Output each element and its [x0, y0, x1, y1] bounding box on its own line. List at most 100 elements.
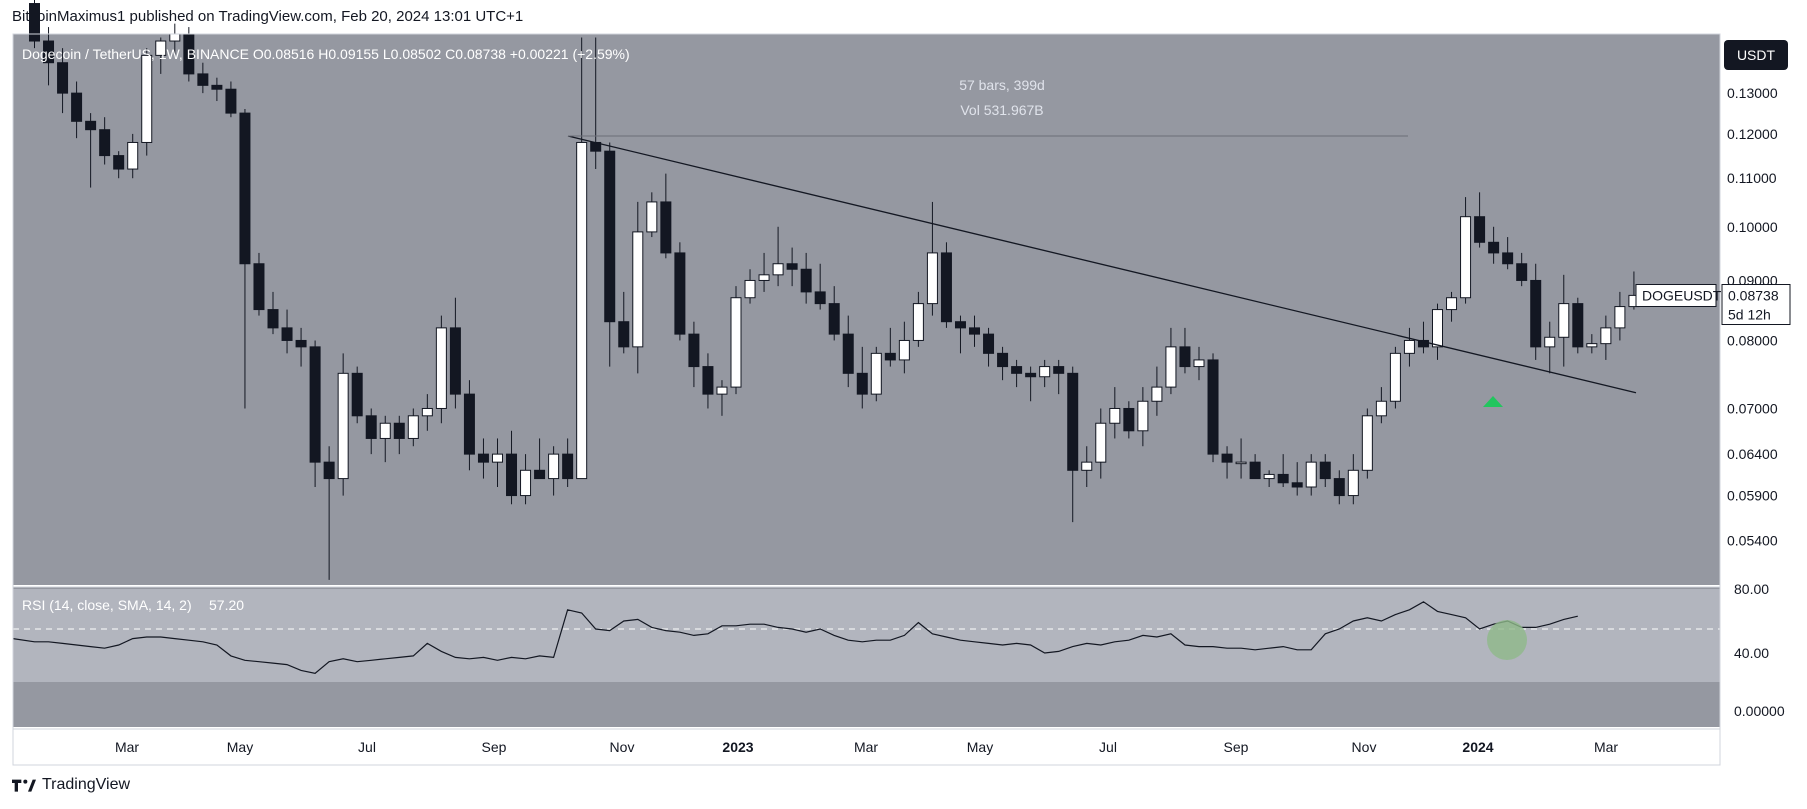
price-tick-0: 0.13000	[1727, 85, 1778, 101]
candle-body-50	[730, 297, 742, 388]
candle-body-112	[1600, 327, 1612, 345]
candle-44	[646, 192, 658, 238]
candle-109	[1558, 274, 1570, 367]
candle-90	[1291, 462, 1303, 496]
candle-82	[1179, 327, 1191, 374]
candle-body-10	[169, 33, 181, 42]
candle-body-33	[491, 453, 503, 463]
candle-body-93	[1333, 478, 1345, 497]
candle-body-88	[1263, 473, 1275, 480]
candle-body-84	[1207, 359, 1219, 455]
time-tick-1: May	[227, 739, 253, 755]
candle-84	[1207, 353, 1219, 463]
candle-48	[702, 353, 714, 409]
candle-body-83	[1193, 359, 1205, 368]
candle-111	[1586, 334, 1598, 354]
candle-106	[1516, 252, 1528, 287]
candle-16	[253, 252, 265, 316]
candle-body-37	[548, 453, 560, 480]
candle-22	[337, 353, 349, 496]
candle-13	[211, 77, 223, 102]
candle-body-56	[814, 291, 826, 305]
candle-body-95	[1361, 415, 1373, 471]
ohlc-legend: Dogecoin / TetherUS, 1W, BINANCE O0.0851…	[22, 46, 630, 62]
price-tick-9: 0.05400	[1727, 533, 1778, 549]
candle-32	[477, 438, 489, 479]
candle-body-60	[870, 352, 882, 395]
candle-body-98	[1403, 339, 1415, 354]
candle-104	[1488, 226, 1500, 264]
candle-body-105	[1502, 252, 1514, 265]
high-value: 0.09155	[328, 46, 383, 62]
time-tick-4: Nov	[610, 739, 635, 755]
candle-14	[225, 81, 237, 118]
candle-body-0	[29, 3, 40, 42]
candle-body-106	[1516, 263, 1528, 281]
candle-body-62	[898, 339, 910, 361]
price-tick-1: 0.12000	[1727, 126, 1778, 142]
candle-95	[1361, 408, 1373, 479]
candle-body-15	[239, 112, 251, 265]
candle-66	[954, 315, 966, 354]
candle-body-64	[926, 252, 938, 305]
candle-body-49	[716, 386, 728, 395]
currency-button-label: USDT	[1737, 47, 1776, 63]
measure-bars-label: 57 bars, 399d	[959, 77, 1045, 93]
candle-body-53	[772, 263, 784, 276]
candle-107	[1530, 263, 1542, 360]
candle-94	[1347, 454, 1359, 505]
candle-45	[660, 173, 672, 259]
candle-body-86	[1235, 461, 1247, 465]
candle-body-103	[1474, 216, 1486, 243]
close-label: C	[445, 46, 455, 62]
symbol-tag-bg	[1635, 284, 1717, 308]
rsi-highlight-circle	[1487, 620, 1527, 660]
candle-body-67	[969, 327, 981, 335]
candle-body-14	[225, 88, 237, 114]
candle-87	[1249, 454, 1261, 480]
candle-body-73	[1053, 366, 1065, 374]
candle-71	[1025, 366, 1037, 402]
candle-body-32	[477, 453, 489, 463]
tradingview-logo-icon	[12, 779, 36, 792]
candle-1	[43, 27, 55, 86]
currency-button[interactable]: USDT	[1724, 40, 1788, 70]
candle-52	[758, 252, 770, 292]
time-tick-6: Mar	[854, 739, 878, 755]
candle-23	[351, 366, 363, 424]
candle-body-78	[1123, 407, 1135, 432]
candle-89	[1277, 454, 1289, 488]
candle-8	[141, 48, 153, 156]
candle-2	[57, 48, 69, 114]
price-tick-8: 0.05900	[1727, 488, 1778, 504]
candle-body-24	[365, 415, 377, 439]
candle-47	[688, 321, 700, 388]
candle-63	[912, 291, 924, 347]
candle-59	[856, 346, 868, 409]
candle-body-113	[1614, 306, 1626, 329]
candle-76	[1095, 408, 1107, 479]
candle-body-89	[1277, 473, 1289, 484]
candle-body-6	[113, 155, 125, 170]
price-tick-6: 0.07000	[1727, 400, 1778, 416]
candle-65	[940, 242, 952, 328]
candle-body-28	[421, 407, 433, 417]
time-tick-7: May	[967, 739, 993, 755]
measure-vol-label: Vol 531.967B	[960, 102, 1043, 118]
candle-body-4	[85, 120, 97, 131]
candle-body-29	[435, 327, 447, 409]
time-tick-12: Mar	[1594, 739, 1618, 755]
footer-brand: TradingView	[12, 776, 130, 794]
candle-body-71	[1025, 372, 1037, 378]
candle-body-74	[1067, 372, 1079, 471]
candle-83	[1193, 346, 1205, 381]
candle-body-34	[506, 453, 518, 497]
time-axis	[13, 729, 1720, 765]
time-tick-11: 2024	[1462, 739, 1493, 755]
candle-body-21	[323, 461, 335, 480]
candle-68	[983, 327, 995, 367]
candle-39	[576, 37, 588, 480]
candle-body-45	[660, 201, 672, 254]
candle-body-38	[562, 453, 574, 480]
candle-body-26	[393, 422, 405, 439]
